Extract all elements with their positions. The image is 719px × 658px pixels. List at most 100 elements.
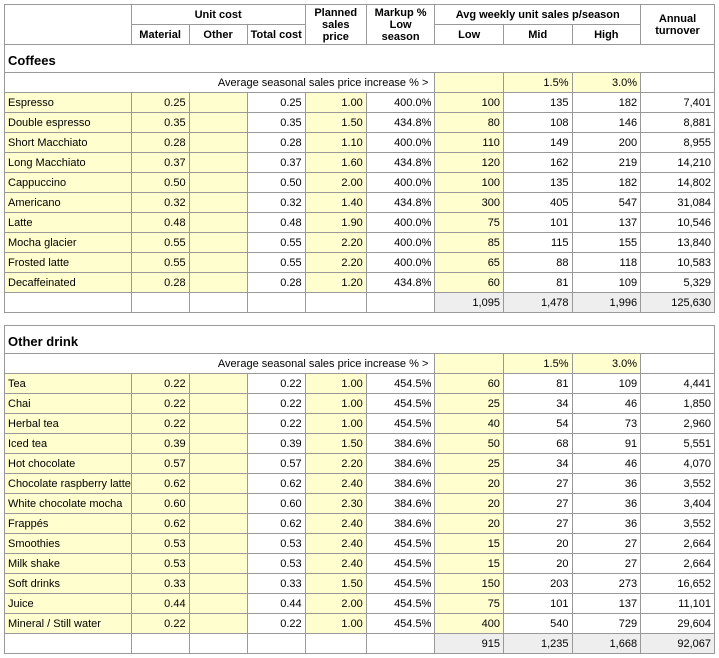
subtotal-row: 1,0951,4781,996125,630: [5, 293, 715, 313]
sales-mid: 162: [503, 153, 572, 173]
markup-pct: 454.5%: [366, 614, 435, 634]
other-cost: [189, 414, 247, 434]
sales-high: 200: [572, 133, 641, 153]
table-row: Tea0.220.221.00454.5%60811094,441: [5, 374, 715, 394]
sales-high: 109: [572, 273, 641, 293]
product-name: Mocha glacier: [5, 233, 132, 253]
sales-low: 80: [435, 113, 504, 133]
annual-turnover: 14,210: [641, 153, 715, 173]
sales-low: 15: [435, 534, 504, 554]
product-name: Latte: [5, 213, 132, 233]
annual-turnover: 3,552: [641, 474, 715, 494]
markup-pct: 400.0%: [366, 93, 435, 113]
total-cost: 0.55: [247, 233, 305, 253]
product-name: White chocolate mocha: [5, 494, 132, 514]
table-row: Juice0.440.442.00454.5%7510113711,101: [5, 594, 715, 614]
sales-high: 146: [572, 113, 641, 133]
other-cost: [189, 193, 247, 213]
product-name: Chai: [5, 394, 132, 414]
table-row: Mocha glacier0.550.552.20400.0%851151551…: [5, 233, 715, 253]
sales-low: 400: [435, 614, 504, 634]
product-name: Double espresso: [5, 113, 132, 133]
sales-mid: 27: [503, 474, 572, 494]
section-title: Coffees: [5, 45, 715, 73]
product-name: Americano: [5, 193, 132, 213]
product-name: Herbal tea: [5, 414, 132, 434]
planned-price: 1.00: [305, 614, 366, 634]
material-cost: 0.28: [131, 273, 189, 293]
total-cost: 0.57: [247, 454, 305, 474]
product-name: Soft drinks: [5, 574, 132, 594]
annual-turnover: 5,329: [641, 273, 715, 293]
header-markup: Markup % Low season: [366, 5, 435, 45]
other-cost: [189, 133, 247, 153]
planned-price: 2.40: [305, 554, 366, 574]
sales-low: 150: [435, 574, 504, 594]
other-cost: [189, 93, 247, 113]
material-cost: 0.39: [131, 434, 189, 454]
sales-high: 36: [572, 514, 641, 534]
sales-low: 25: [435, 454, 504, 474]
planned-price: 2.20: [305, 253, 366, 273]
planned-price: 2.30: [305, 494, 366, 514]
other-cost: [189, 614, 247, 634]
other-cost: [189, 153, 247, 173]
annual-turnover: 5,551: [641, 434, 715, 454]
table-row: Double espresso0.350.351.50434.8%8010814…: [5, 113, 715, 133]
material-cost: 0.55: [131, 233, 189, 253]
table-row: Smoothies0.530.532.40454.5%1520272,664: [5, 534, 715, 554]
markup-pct: 400.0%: [366, 253, 435, 273]
markup-pct: 400.0%: [366, 133, 435, 153]
other-cost: [189, 374, 247, 394]
seasonal-high-pct: 3.0%: [572, 73, 641, 93]
annual-turnover: 16,652: [641, 574, 715, 594]
table-row: Chai0.220.221.00454.5%2534461,850: [5, 394, 715, 414]
total-cost: 0.37: [247, 153, 305, 173]
planned-price: 1.00: [305, 93, 366, 113]
markup-pct: 434.8%: [366, 113, 435, 133]
total-cost: 0.53: [247, 554, 305, 574]
material-cost: 0.44: [131, 594, 189, 614]
material-cost: 0.32: [131, 193, 189, 213]
planned-price: 1.50: [305, 434, 366, 454]
annual-turnover: 3,552: [641, 514, 715, 534]
header-high: High: [572, 25, 641, 45]
markup-pct: 384.6%: [366, 474, 435, 494]
seasonal-mid-pct: 1.5%: [503, 73, 572, 93]
annual-turnover: 4,070: [641, 454, 715, 474]
header-annual: Annual turnover: [641, 5, 715, 45]
total-cost: 0.28: [247, 133, 305, 153]
product-name: Hot chocolate: [5, 454, 132, 474]
planned-price: 1.00: [305, 374, 366, 394]
total-cost: 0.28: [247, 273, 305, 293]
sales-low: 20: [435, 514, 504, 534]
table-row: Mineral / Still water0.220.221.00454.5%4…: [5, 614, 715, 634]
material-cost: 0.37: [131, 153, 189, 173]
table-row: Milk shake0.530.532.40454.5%1520272,664: [5, 554, 715, 574]
sales-mid: 20: [503, 534, 572, 554]
sales-high: 91: [572, 434, 641, 454]
sales-low: 15: [435, 554, 504, 574]
sales-high: 46: [572, 394, 641, 414]
sales-mid: 135: [503, 93, 572, 113]
total-cost: 0.32: [247, 193, 305, 213]
annual-turnover: 14,802: [641, 173, 715, 193]
subtotal-row: 9151,2351,66892,067: [5, 634, 715, 654]
product-name: Cappuccino: [5, 173, 132, 193]
sales-high: 155: [572, 233, 641, 253]
product-name: Tea: [5, 374, 132, 394]
planned-price: 1.90: [305, 213, 366, 233]
material-cost: 0.55: [131, 253, 189, 273]
annual-turnover: 8,955: [641, 133, 715, 153]
markup-pct: 454.5%: [366, 374, 435, 394]
product-name: Mineral / Still water: [5, 614, 132, 634]
planned-price: 1.20: [305, 273, 366, 293]
subtotal-high: 1,996: [572, 293, 641, 313]
table-row: Iced tea0.390.391.50384.6%5068915,551: [5, 434, 715, 454]
sales-low: 110: [435, 133, 504, 153]
table-header: Unit cost Planned sales price Markup % L…: [5, 5, 715, 45]
sales-low: 60: [435, 374, 504, 394]
material-cost: 0.22: [131, 414, 189, 434]
table-row: Frosted latte0.550.552.20400.0%658811810…: [5, 253, 715, 273]
sales-low: 25: [435, 394, 504, 414]
